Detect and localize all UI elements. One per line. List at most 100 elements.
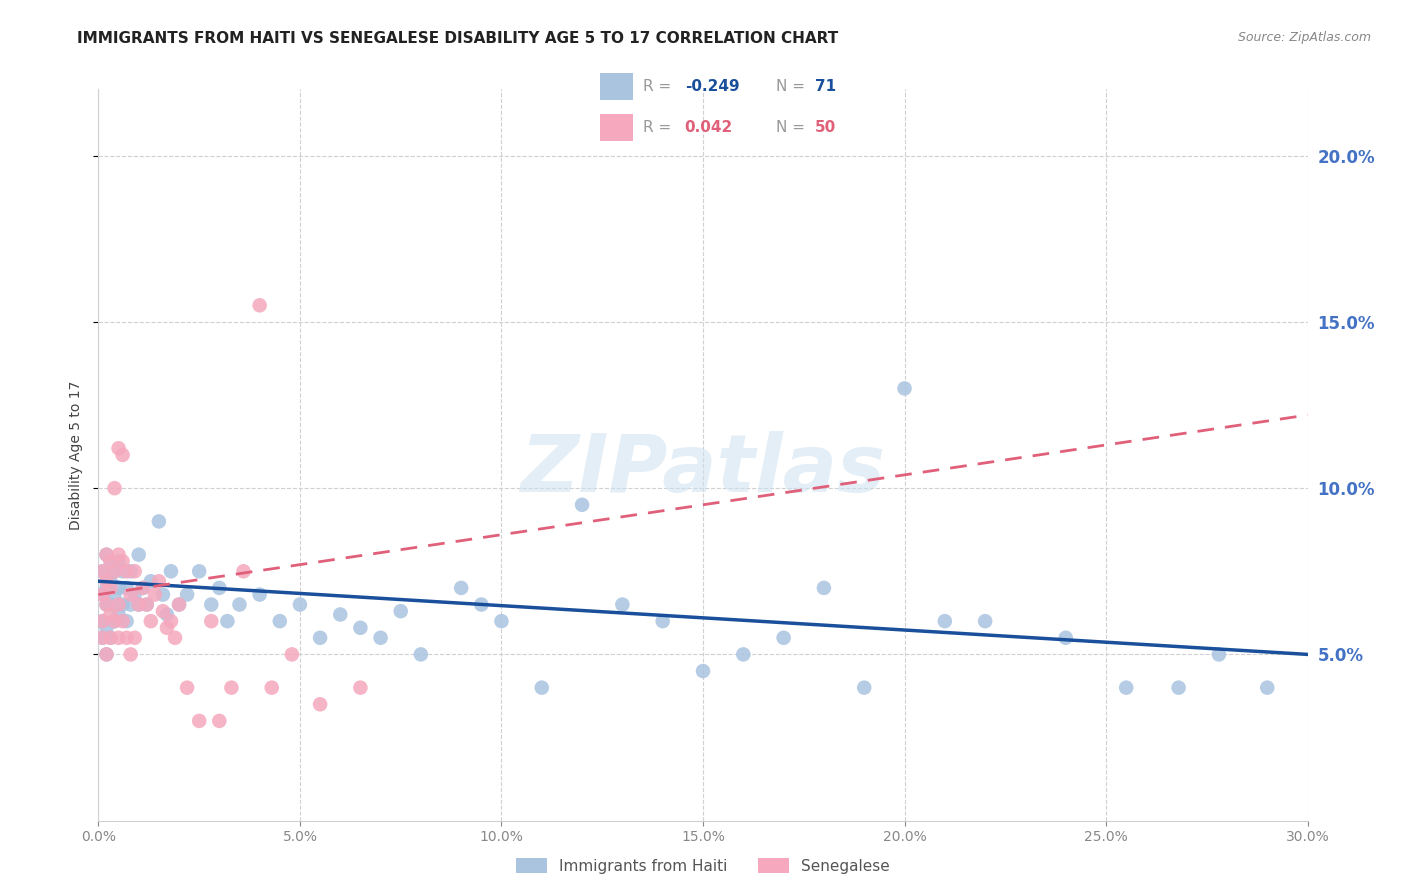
Point: [1256, 681, 1278, 695]
Point: [115, 581, 138, 595]
Point: [893, 381, 915, 395]
Text: 0.042: 0.042: [685, 120, 733, 135]
Text: N =: N =: [776, 79, 810, 94]
Point: [167, 598, 190, 612]
Point: [111, 614, 134, 628]
Point: [100, 554, 122, 568]
Point: [217, 614, 239, 628]
Legend: Immigrants from Haiti, Senegalese: Immigrants from Haiti, Senegalese: [510, 852, 896, 880]
Point: [100, 574, 122, 589]
Point: [91, 588, 114, 602]
Point: [103, 481, 125, 495]
Point: [148, 515, 170, 529]
Point: [167, 598, 190, 612]
Text: R =: R =: [644, 120, 676, 135]
Point: [139, 574, 162, 589]
Point: [733, 648, 755, 662]
Point: [934, 614, 956, 628]
Point: [309, 631, 332, 645]
Point: [772, 631, 794, 645]
Point: [124, 564, 146, 578]
Point: [188, 564, 211, 578]
Point: [135, 598, 157, 612]
Point: [100, 631, 122, 645]
Point: [107, 598, 129, 612]
Point: [176, 588, 198, 602]
Point: [120, 564, 142, 578]
Point: [152, 604, 174, 618]
Point: [188, 714, 211, 728]
Point: [91, 588, 114, 602]
Text: 71: 71: [815, 79, 837, 94]
Point: [1208, 648, 1230, 662]
Text: IMMIGRANTS FROM HAITI VS SENEGALESE DISABILITY AGE 5 TO 17 CORRELATION CHART: IMMIGRANTS FROM HAITI VS SENEGALESE DISA…: [77, 31, 838, 46]
Point: [91, 564, 114, 578]
Point: [208, 714, 231, 728]
Point: [96, 574, 118, 589]
Point: [571, 498, 593, 512]
Point: [91, 614, 114, 628]
Point: [96, 648, 118, 662]
Point: [152, 588, 174, 602]
Point: [148, 574, 170, 589]
Point: [111, 564, 134, 578]
Point: [91, 614, 114, 628]
Point: [208, 581, 231, 595]
Point: [128, 548, 150, 562]
Point: [107, 554, 129, 568]
Point: [115, 631, 138, 645]
Point: [100, 631, 122, 645]
Point: [232, 564, 254, 578]
Point: [813, 581, 835, 595]
Point: [120, 598, 142, 612]
Point: [96, 598, 118, 612]
Point: [349, 681, 371, 695]
Point: [107, 607, 129, 622]
Point: [96, 648, 118, 662]
Point: [103, 588, 125, 602]
Text: -0.249: -0.249: [685, 79, 740, 94]
Point: [132, 581, 155, 595]
Point: [111, 554, 134, 568]
Point: [111, 448, 134, 462]
Point: [530, 681, 553, 695]
Point: [100, 598, 122, 612]
Point: [96, 621, 118, 635]
Point: [470, 598, 492, 612]
Text: ZIPatlas: ZIPatlas: [520, 431, 886, 508]
Point: [103, 614, 125, 628]
Point: [163, 631, 186, 645]
Point: [96, 548, 118, 562]
Point: [1115, 681, 1137, 695]
Point: [288, 598, 311, 612]
Point: [124, 588, 146, 602]
Point: [1167, 681, 1189, 695]
Point: [100, 607, 122, 622]
Point: [128, 598, 150, 612]
Point: [409, 648, 432, 662]
Point: [260, 681, 283, 695]
Point: [370, 631, 392, 645]
Point: [269, 614, 291, 628]
Text: N =: N =: [776, 120, 810, 135]
Point: [107, 581, 129, 595]
Point: [96, 548, 118, 562]
Point: [107, 631, 129, 645]
Point: [612, 598, 634, 612]
Point: [491, 614, 513, 628]
Point: [692, 664, 714, 678]
Y-axis label: Disability Age 5 to 17: Disability Age 5 to 17: [69, 380, 83, 530]
Point: [124, 631, 146, 645]
Text: R =: R =: [644, 79, 676, 94]
Point: [107, 442, 129, 456]
Bar: [600, 114, 634, 141]
Point: [228, 598, 250, 612]
Point: [200, 614, 222, 628]
Point: [139, 614, 162, 628]
Point: [1054, 631, 1077, 645]
Point: [329, 607, 352, 622]
Point: [281, 648, 304, 662]
Point: [107, 548, 129, 562]
Point: [96, 581, 118, 595]
Text: 50: 50: [815, 120, 837, 135]
